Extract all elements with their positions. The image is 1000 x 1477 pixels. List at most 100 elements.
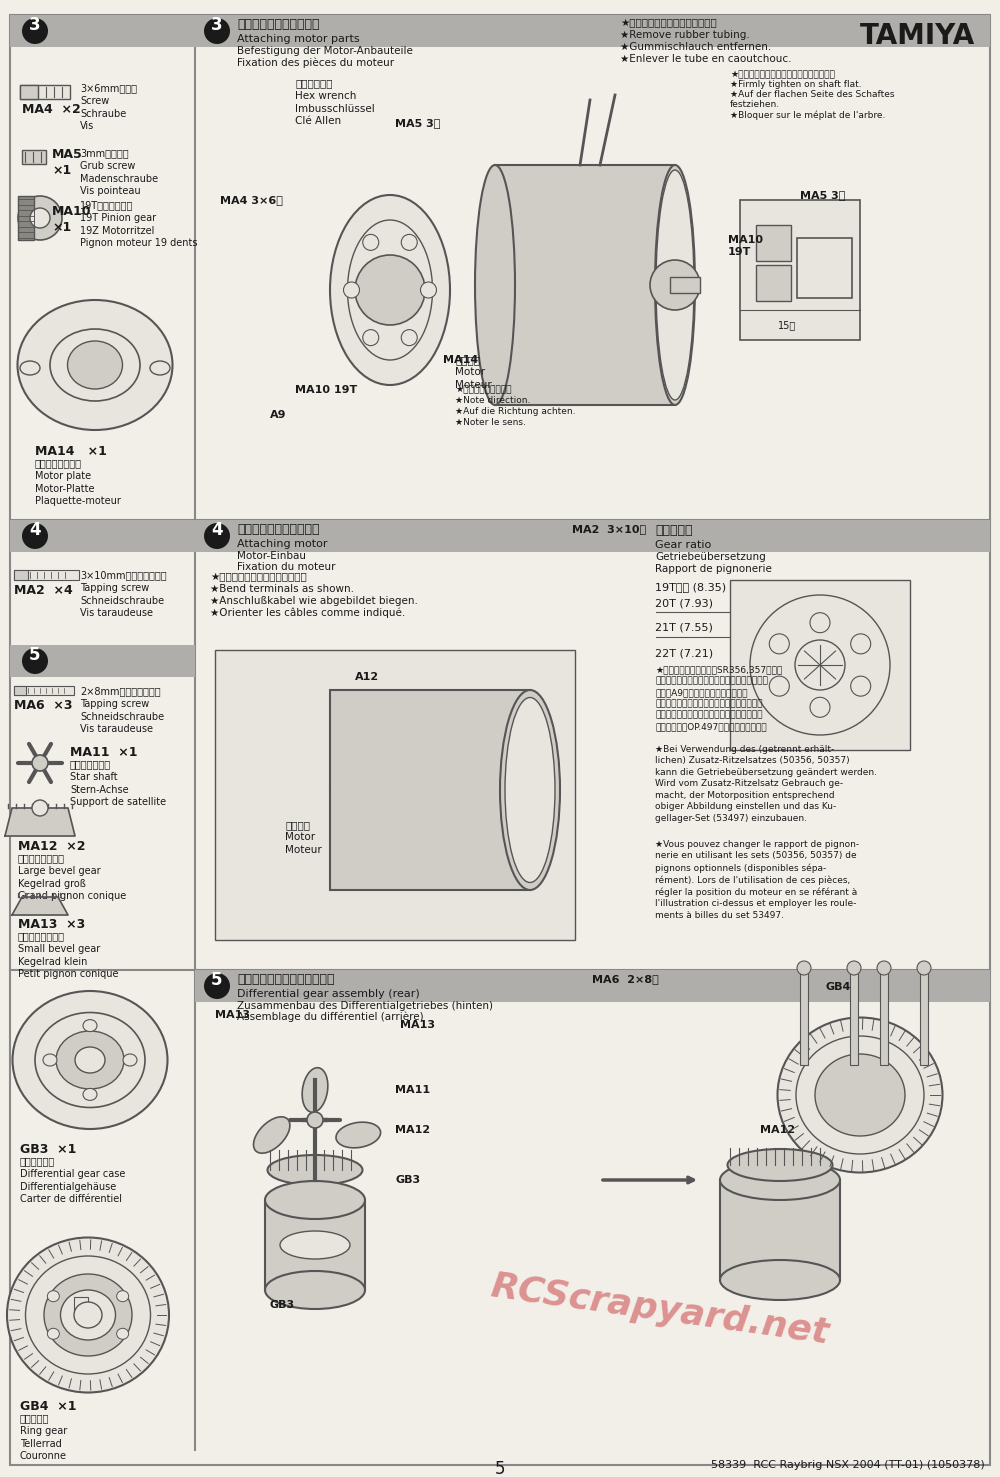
Ellipse shape [83, 1019, 97, 1031]
Text: MA13  ×3: MA13 ×3 [18, 919, 85, 931]
Text: 22T (7.21): 22T (7.21) [655, 648, 713, 657]
Ellipse shape [26, 1255, 150, 1374]
Text: A9: A9 [270, 411, 287, 419]
Ellipse shape [728, 1149, 832, 1182]
Text: リングギヤ
Ring gear
Tellerrad
Couronne: リングギヤ Ring gear Tellerrad Couronne [20, 1413, 67, 1461]
Text: 21T (7.55): 21T (7.55) [655, 623, 713, 634]
Text: モータープレート
Motor plate
Motor-Platte
Plaquette-moteur: モータープレート Motor plate Motor-Platte Plaque… [35, 458, 121, 507]
Bar [14, 570, 79, 580]
Circle shape [401, 235, 417, 251]
Bar [18, 196, 34, 239]
Bar [920, 970, 928, 1065]
Text: ★Gummischlauch entfernen.: ★Gummischlauch entfernen. [620, 41, 771, 52]
Text: ★向きに注意します。
★Note direction.
★Auf die Richtung achten.
★Noter le sens.: ★向きに注意します。 ★Note direction. ★Auf die Ric… [455, 385, 576, 427]
Bar [14, 685, 26, 696]
Circle shape [917, 962, 931, 975]
Text: GB3: GB3 [395, 1176, 420, 1185]
Bar [14, 685, 74, 696]
Text: festziehen.: festziehen. [730, 100, 780, 109]
Ellipse shape [74, 1303, 102, 1328]
Text: 3: 3 [29, 16, 41, 34]
Text: MA13: MA13 [215, 1010, 250, 1021]
Text: Gear ratio: Gear ratio [655, 541, 711, 549]
Circle shape [810, 613, 830, 632]
Ellipse shape [265, 1182, 365, 1219]
Text: ★Remove rubber tubing.: ★Remove rubber tubing. [620, 30, 750, 40]
Ellipse shape [778, 1018, 942, 1173]
Ellipse shape [268, 1155, 362, 1185]
Text: 3×6mm丸ビス
Screw
Schraube
Vis: 3×6mm丸ビス Screw Schraube Vis [80, 83, 137, 131]
Text: ★Auf der flachen Seite des Schaftes: ★Auf der flachen Seite des Schaftes [730, 90, 895, 99]
Bar [195, 970, 990, 1001]
Ellipse shape [18, 300, 173, 430]
Text: GB3: GB3 [270, 1300, 295, 1310]
Circle shape [204, 18, 230, 44]
Bar [800, 970, 808, 1065]
Ellipse shape [475, 165, 515, 405]
Ellipse shape [150, 360, 170, 375]
Ellipse shape [44, 1275, 132, 1356]
Text: 〈モーターの取り付け〉: 〈モーターの取り付け〉 [237, 523, 320, 536]
Bar [495, 165, 675, 405]
Circle shape [363, 329, 379, 346]
Circle shape [204, 523, 230, 549]
Text: 3: 3 [211, 16, 223, 34]
Bar [10, 645, 195, 676]
Circle shape [363, 235, 379, 251]
Text: MA10
19T: MA10 19T [728, 235, 763, 257]
Text: モーター
Motor
Moteur: モーター Motor Moteur [285, 820, 322, 855]
Circle shape [851, 676, 871, 696]
Circle shape [22, 523, 48, 549]
Ellipse shape [500, 690, 560, 891]
Circle shape [18, 196, 62, 239]
Circle shape [32, 801, 48, 815]
Bar [20, 86, 38, 99]
Text: ベベルギヤ（大）
Large bevel gear
Kegelrad groß
Grand pignon conique: ベベルギヤ（大） Large bevel gear Kegelrad groß … [18, 854, 126, 901]
Ellipse shape [43, 1055, 57, 1066]
Ellipse shape [330, 690, 390, 891]
Text: Fixation des pièces du moteur: Fixation des pièces du moteur [237, 58, 394, 68]
Text: MA2  ×4: MA2 ×4 [14, 583, 73, 597]
Text: 5: 5 [495, 1459, 505, 1477]
Circle shape [420, 282, 436, 298]
Circle shape [22, 648, 48, 674]
Bar [195, 520, 990, 552]
Ellipse shape [655, 165, 695, 405]
Text: ★Firmly tighten on shaft flat.: ★Firmly tighten on shaft flat. [730, 80, 862, 89]
Text: Befestigung der Motor-Anbauteile: Befestigung der Motor-Anbauteile [237, 46, 413, 56]
Bar [850, 970, 858, 1065]
Text: RCScrapyard.net: RCScrapyard.net [489, 1269, 831, 1350]
Ellipse shape [47, 1328, 59, 1340]
Text: ★別売のピニオンギヤ（SR356,357）に交
換することでギヤ比を変えることができます。
この時A9とモーターを止める位置が
違うので上図を参考に取り付けてく: ★別売のピニオンギヤ（SR356,357）に交 換することでギヤ比を変えることが… [655, 665, 782, 731]
Text: ★シャフトの平らな部分にしめ込みます。: ★シャフトの平らな部分にしめ込みます。 [730, 69, 835, 78]
Bar [18, 196, 34, 239]
Ellipse shape [265, 1272, 365, 1309]
Text: MA11  ×1: MA11 ×1 [70, 746, 138, 759]
Circle shape [204, 973, 230, 998]
Circle shape [30, 208, 50, 227]
Ellipse shape [12, 991, 168, 1128]
Ellipse shape [815, 1055, 905, 1136]
Bar [74, 1297, 88, 1312]
Text: 2×8mmタッピングビス
Tapping screw
Schneidschraube
Vis taraudeuse: 2×8mmタッピングビス Tapping screw Schneidschrau… [80, 685, 164, 734]
Bar [880, 970, 888, 1065]
Circle shape [769, 676, 789, 696]
Text: ★Vous pouvez changer le rapport de pignon-
nerie en utilisant les sets (50356, 5: ★Vous pouvez changer le rapport de pigno… [655, 840, 859, 920]
Text: ★Orienter les câbles comme indiqué.: ★Orienter les câbles comme indiqué. [210, 609, 405, 619]
Ellipse shape [253, 1117, 290, 1154]
Ellipse shape [83, 1089, 97, 1100]
Ellipse shape [117, 1328, 129, 1340]
Text: ベベルギヤ（小）
Small bevel gear
Kegelrad klein
Petit pignon conique: ベベルギヤ（小） Small bevel gear Kegelrad klein… [18, 931, 119, 979]
Text: ★Bend terminals as shown.: ★Bend terminals as shown. [210, 583, 354, 594]
Text: Rapport de pignonerie: Rapport de pignonerie [655, 564, 772, 575]
Circle shape [847, 962, 861, 975]
Text: 六角棒レンチ
Hex wrench
Imbusschlüssel
Clé Allen: 六角棒レンチ Hex wrench Imbusschlüssel Clé All… [295, 78, 375, 127]
Text: MA6  2×8㎜: MA6 2×8㎜ [592, 973, 659, 984]
Ellipse shape [348, 220, 432, 360]
Text: MA5 3㎜: MA5 3㎜ [395, 118, 440, 128]
Text: GB3  ×1: GB3 ×1 [20, 1143, 76, 1156]
Polygon shape [12, 897, 68, 914]
Ellipse shape [117, 1291, 129, 1301]
Ellipse shape [330, 195, 450, 385]
Ellipse shape [796, 1035, 924, 1154]
